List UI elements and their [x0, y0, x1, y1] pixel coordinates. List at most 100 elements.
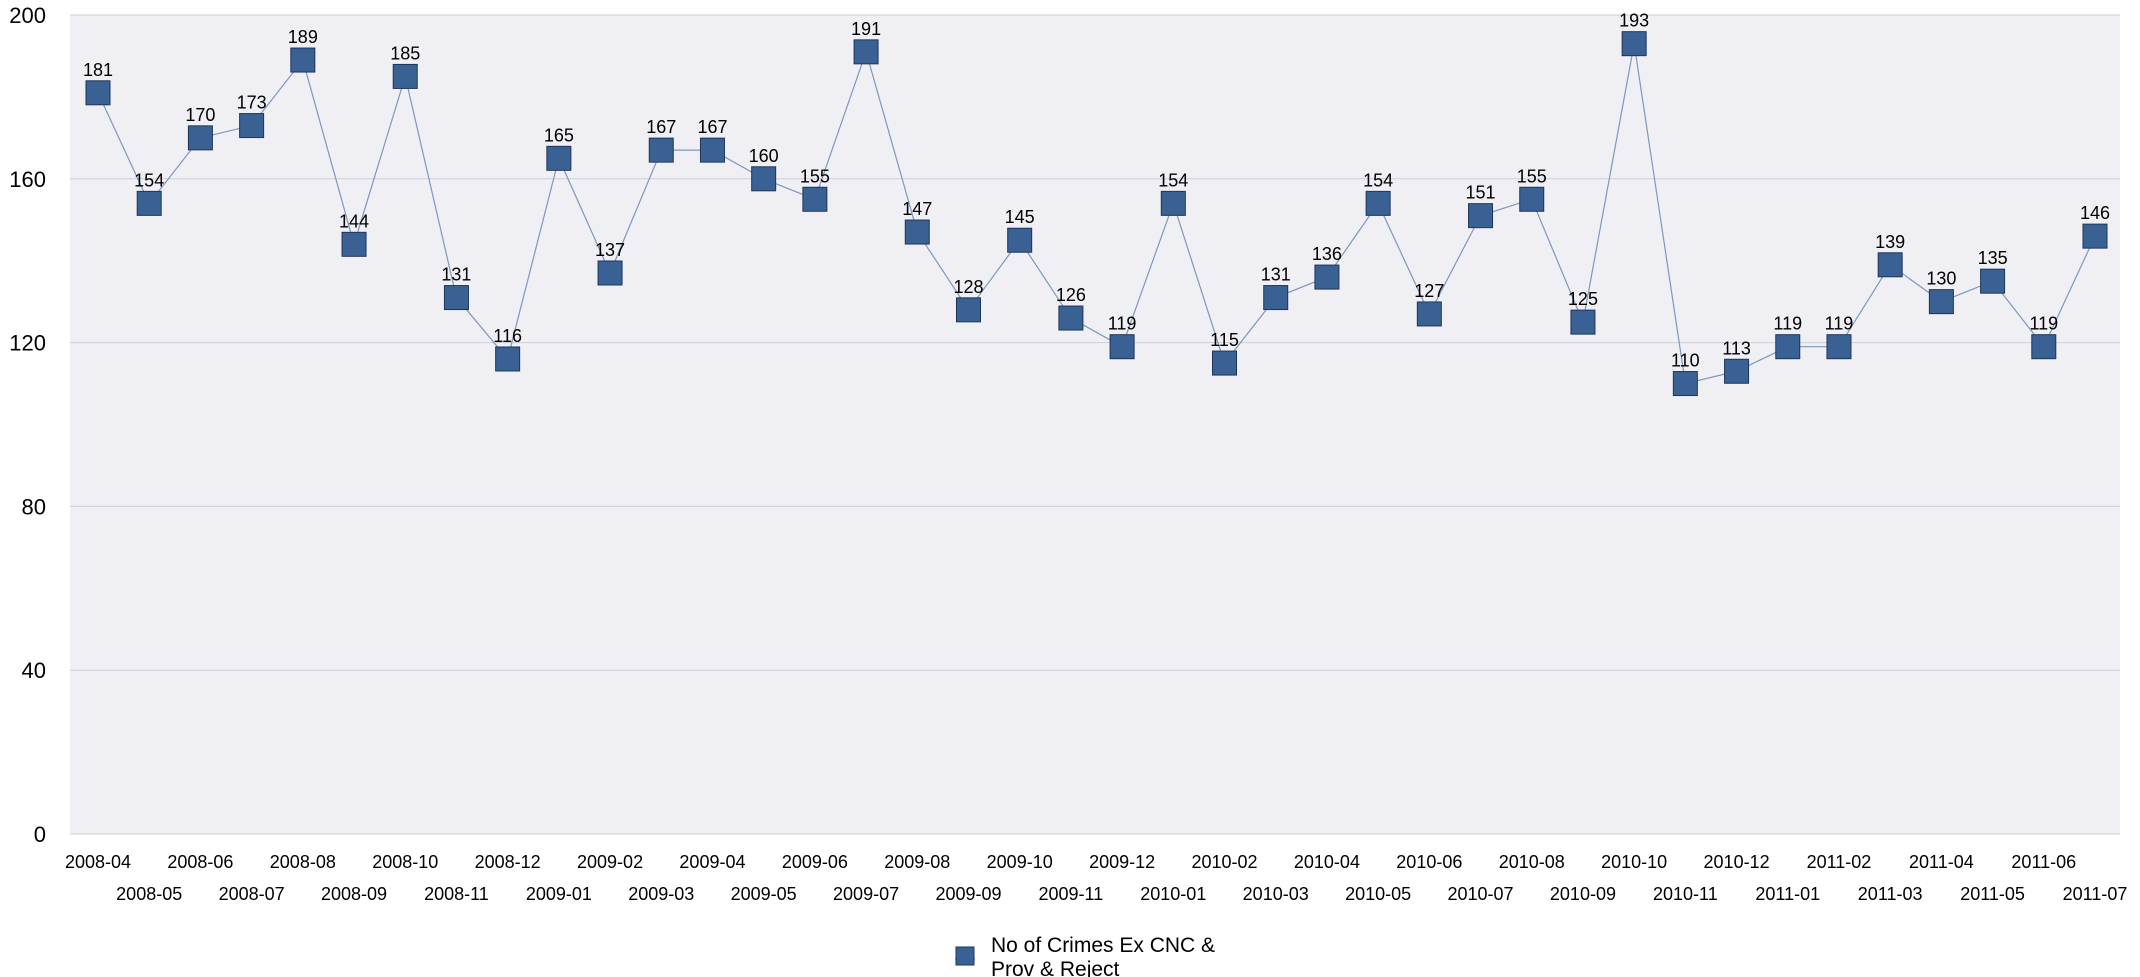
data-point-marker — [1980, 268, 2006, 294]
data-point-marker — [1416, 301, 1442, 327]
data-point-marker — [187, 125, 213, 151]
x-tick-label: 2010-01 — [1140, 884, 1206, 904]
data-point-marker — [1365, 190, 1391, 216]
data-point-marker — [2031, 334, 2057, 360]
data-point-label: 126 — [1056, 285, 1086, 305]
x-tick-label: 2009-01 — [526, 884, 592, 904]
data-point-label: 130 — [1926, 269, 1956, 289]
data-point-label: 119 — [1773, 314, 1802, 334]
data-point-marker — [1826, 334, 1852, 360]
data-point-marker — [85, 80, 111, 106]
data-point-marker — [1724, 358, 1750, 384]
x-tick-label: 2010-09 — [1550, 884, 1616, 904]
data-point-marker — [1314, 264, 1340, 290]
x-tick-label: 2009-11 — [1039, 884, 1104, 904]
data-point-marker — [392, 63, 418, 89]
data-point-marker — [2082, 223, 2108, 249]
data-point-label: 146 — [2080, 203, 2110, 223]
data-point-marker — [597, 260, 623, 286]
x-tick-label: 2009-06 — [782, 852, 848, 872]
series-markers — [85, 31, 2108, 397]
data-point-label: 110 — [1671, 351, 1700, 371]
x-tick-label: 2009-12 — [1089, 852, 1155, 872]
data-point-marker — [1058, 305, 1084, 331]
x-tick-label: 2011-06 — [2011, 852, 2076, 872]
gridlines — [70, 14, 2120, 835]
data-point-marker — [699, 137, 725, 163]
data-point-marker — [1212, 350, 1238, 376]
data-point-label: 144 — [339, 211, 369, 231]
data-point-label: 155 — [1517, 166, 1547, 186]
data-point-label: 135 — [1978, 248, 2008, 268]
data-point-marker — [802, 186, 828, 212]
x-tick-label: 2010-06 — [1396, 852, 1462, 872]
data-point-marker — [136, 190, 162, 216]
data-point-label: 181 — [83, 60, 113, 80]
data-point-label: 137 — [595, 240, 625, 260]
x-tick-label: 2011-04 — [1909, 852, 1974, 872]
y-tick-label: 80 — [22, 494, 46, 519]
x-tick-label: 2008-09 — [321, 884, 387, 904]
data-point-marker — [955, 297, 981, 323]
x-axis-ticks: 2008-04 2008-05 2008-06 2008-07 2008-08 2008-… — [65, 852, 2127, 904]
data-labels: 181 154 170 173 189 144 185 131 116 165 137 167 167 1… — [83, 11, 2110, 371]
data-point-label: 125 — [1568, 289, 1598, 309]
x-tick-label: 2010-10 — [1601, 852, 1667, 872]
data-point-label: 119 — [1108, 314, 1137, 334]
x-tick-label: 2011-02 — [1807, 852, 1872, 872]
y-axis-ticks: 0 40 80 120 160 200 — [9, 3, 46, 847]
x-tick-label: 2009-09 — [935, 884, 1001, 904]
data-point-marker — [1519, 186, 1545, 212]
legend-marker-icon — [955, 946, 975, 966]
data-point-marker — [546, 145, 572, 171]
data-point-label: 160 — [749, 146, 779, 166]
legend: No of Crimes Ex CNC & Prov & Reject — [955, 934, 1215, 977]
data-point-label: 173 — [237, 93, 267, 113]
x-tick-label: 2010-02 — [1191, 852, 1257, 872]
data-point-label: 151 — [1466, 183, 1496, 203]
data-point-marker — [1468, 203, 1494, 229]
x-tick-label: 2010-12 — [1704, 852, 1770, 872]
x-tick-label: 2011-01 — [1755, 884, 1820, 904]
data-point-label: 115 — [1210, 330, 1239, 350]
data-point-label: 165 — [544, 125, 574, 145]
data-point-label: 116 — [493, 326, 522, 346]
data-point-label: 119 — [2029, 314, 2058, 334]
data-point-label: 139 — [1875, 232, 1905, 252]
data-point-label: 154 — [134, 170, 164, 190]
x-tick-label: 2008-07 — [219, 884, 285, 904]
data-point-label: 131 — [1261, 265, 1291, 285]
y-tick-label: 200 — [9, 3, 46, 28]
series-line — [97, 43, 2096, 385]
data-point-label: 154 — [1158, 170, 1188, 190]
data-point-marker — [341, 231, 367, 257]
data-point-label: 155 — [800, 166, 830, 186]
data-point-marker — [904, 219, 930, 245]
data-point-label: 167 — [697, 117, 727, 137]
data-point-marker — [1109, 334, 1135, 360]
x-tick-label: 2008-05 — [116, 884, 182, 904]
data-point-marker — [1007, 227, 1033, 253]
y-tick-label: 160 — [9, 167, 46, 192]
x-tick-label: 2010-05 — [1345, 884, 1411, 904]
data-point-label: 145 — [1005, 207, 1035, 227]
data-point-label: 136 — [1312, 244, 1342, 264]
x-tick-label: 2010-07 — [1448, 884, 1514, 904]
data-point-marker — [1775, 334, 1801, 360]
data-point-label: 191 — [851, 19, 881, 39]
data-point-marker — [443, 285, 469, 311]
data-point-marker — [1570, 309, 1596, 335]
x-tick-label: 2008-06 — [167, 852, 233, 872]
data-point-label: 128 — [953, 277, 983, 297]
data-point-label: 185 — [390, 43, 420, 63]
x-tick-label: 2009-05 — [731, 884, 797, 904]
data-point-marker — [648, 137, 674, 163]
y-tick-label: 120 — [9, 331, 46, 356]
data-point-marker — [239, 113, 265, 139]
x-tick-label: 2009-08 — [884, 852, 950, 872]
data-point-marker — [1160, 190, 1186, 216]
data-point-label: 147 — [902, 199, 932, 219]
x-tick-label: 2008-04 — [65, 852, 131, 872]
x-tick-label: 2009-03 — [628, 884, 694, 904]
x-tick-label: 2011-03 — [1858, 884, 1923, 904]
